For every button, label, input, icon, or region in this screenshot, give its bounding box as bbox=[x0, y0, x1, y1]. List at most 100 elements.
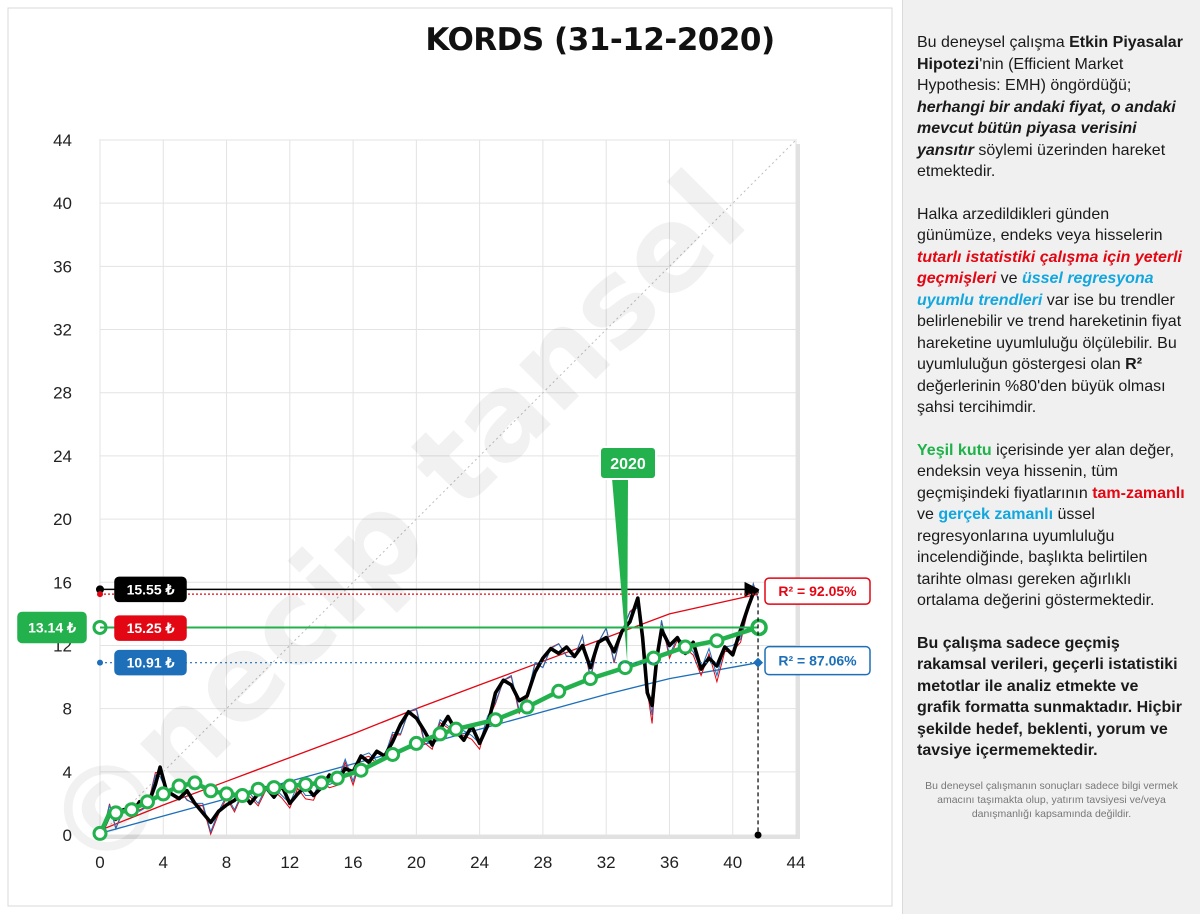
text-segment: Halka arzedildikleri günden günümüze, en… bbox=[917, 205, 1163, 245]
full-regression-r2-label: R² = 92.05% bbox=[764, 577, 871, 605]
x-tick-label: 0 bbox=[95, 853, 104, 872]
real-time-regression-end-marker bbox=[753, 657, 764, 668]
text-segment: Etkin Piyasalar Hipotezi bbox=[917, 34, 1183, 73]
text-segment: herhangi bir andaki fiyat, o andaki mevc… bbox=[917, 98, 1176, 159]
x-tick-label: 44 bbox=[787, 853, 806, 872]
x-tick-label: 12 bbox=[280, 853, 299, 872]
regression-axis-marker bbox=[97, 591, 103, 598]
weighted-average-value-label-text: 13.14 ₺ bbox=[28, 619, 76, 635]
price-value-label-box bbox=[114, 576, 187, 603]
text-segment: tam-zamanlı bbox=[1092, 484, 1185, 502]
text-segment: söylemi üzerinden hareket etmektedir. bbox=[917, 141, 1166, 181]
y-tick-label: 4 bbox=[63, 763, 72, 782]
y-tick-label: 28 bbox=[53, 384, 72, 403]
text-segment: Yeşil kutu bbox=[917, 441, 992, 459]
year-callout-box bbox=[599, 446, 657, 480]
weighted-average-point bbox=[709, 633, 725, 649]
real-time-axis-marker bbox=[97, 659, 103, 666]
price-value-label-text: 15.55 ₺ bbox=[127, 581, 175, 597]
green-box-paragraph: Yeşil kutu içerisinde yer alan değer, en… bbox=[917, 440, 1186, 612]
weighted-average-point bbox=[234, 788, 250, 804]
weighted-average-point bbox=[385, 746, 401, 762]
intro-paragraph: Bu deneysel çalışma Etkin Piyasalar Hipo… bbox=[917, 32, 1186, 183]
x-tick-label: 8 bbox=[222, 853, 231, 872]
text-segment: tutarlı istatistiki çalışma için yeterli… bbox=[917, 248, 1182, 288]
text-segment: 'nin (Efficient Market Hypothesis: EMH) … bbox=[917, 55, 1132, 95]
text-segment: ve bbox=[996, 270, 1022, 287]
weighted-average-point bbox=[219, 786, 235, 802]
price-axis-marker bbox=[96, 585, 104, 594]
year-callout-text: 2020 bbox=[610, 456, 646, 473]
y-tick-label: 20 bbox=[53, 510, 72, 529]
weighted-average-point bbox=[155, 786, 171, 802]
weighted-average-point bbox=[677, 639, 693, 655]
year-callout: 2020 bbox=[599, 446, 657, 662]
chart-area: 0 4 8 12 16 20 24 28 32 36 40 44 0 4 8 12 16 20 24 28 32 36 40… bbox=[7, 7, 893, 907]
weighted-average-point bbox=[171, 778, 187, 794]
info-sidebar: Bu deneysel çalışma Etkin Piyasalar Hipo… bbox=[902, 0, 1200, 914]
text-segment: gerçek zamanlı bbox=[938, 506, 1054, 523]
diagonal-reference-line bbox=[99, 139, 797, 836]
y-tick-label: 40 bbox=[53, 194, 72, 213]
weighted-average-value-label-box bbox=[17, 611, 87, 644]
full-regression-value-label: 15.25 ₺ bbox=[114, 615, 187, 641]
full-regression-r2-label-box bbox=[764, 577, 871, 605]
weighted-average-point bbox=[266, 780, 282, 796]
full-regression-value-label-text: 15.25 ₺ bbox=[127, 620, 175, 636]
chart-frame bbox=[7, 7, 893, 907]
y-tick-label: 0 bbox=[63, 826, 72, 845]
text-segment: ve bbox=[917, 506, 939, 523]
text-segment: üssel regresyona uyumlu trendleri bbox=[917, 270, 1154, 309]
weighted-average-point bbox=[329, 770, 345, 786]
weighted-average-value-label: 13.14 ₺ bbox=[17, 611, 87, 644]
text-segment: Bu deneysel çalışma bbox=[917, 34, 1070, 51]
real-time-regression-value-label-box bbox=[114, 649, 187, 676]
chart-title: KORDS (31-12-2020) bbox=[425, 22, 775, 58]
x-tick-label: 36 bbox=[660, 853, 679, 872]
text-segment: değerlerinin %80'den büyük olması şahsi … bbox=[917, 377, 1166, 417]
weighted-average-start-point bbox=[92, 825, 108, 841]
weighted-average-point bbox=[187, 775, 203, 791]
y-tick-label: 8 bbox=[63, 700, 72, 719]
full-regression-r2-label-text: R² = 92.05% bbox=[778, 583, 857, 599]
scope-paragraph: Bu çalışma sadece geçmiş rakamsal verile… bbox=[917, 634, 1182, 760]
weighted-average-point bbox=[313, 775, 329, 791]
y-tick-label: 44 bbox=[53, 131, 72, 150]
real-time-regression-value-label-text: 10.91 ₺ bbox=[127, 655, 175, 671]
weighted-average-point bbox=[108, 805, 124, 821]
chart-svg: 0 4 8 12 16 20 24 28 32 36 40 440481216202428323640… bbox=[7, 7, 893, 907]
weighted-average-point bbox=[282, 778, 298, 794]
real-time-regression-value-label: 10.91 ₺ bbox=[114, 649, 187, 676]
weighted-average-point bbox=[203, 783, 219, 799]
x-tick-label: 28 bbox=[533, 853, 552, 872]
weighted-average-point bbox=[519, 699, 535, 715]
real-time-regression-r2-label: R² = 87.06% bbox=[764, 645, 871, 676]
real-time-regression-r2-label-box bbox=[764, 645, 871, 676]
text-segment: R² bbox=[1125, 356, 1143, 373]
x-tick-label: 24 bbox=[470, 853, 489, 872]
x-tick-label: 32 bbox=[597, 853, 616, 872]
x-tick-label: 16 bbox=[344, 853, 363, 872]
y-tick-label: 36 bbox=[53, 257, 72, 276]
weighted-average-point bbox=[432, 726, 448, 742]
text-segment: içerisinde yer alan değer, endeksin veya… bbox=[917, 441, 1175, 502]
weighted-average-point bbox=[408, 735, 424, 751]
x-tick-label: 20 bbox=[407, 853, 426, 872]
weighted-average-point bbox=[582, 671, 598, 687]
method-paragraph: Halka arzedildikleri günden günümüze, en… bbox=[917, 204, 1186, 419]
y-tick-label: 32 bbox=[53, 321, 72, 340]
weighted-average-point bbox=[250, 781, 266, 797]
weighted-average-point bbox=[139, 794, 155, 810]
weighted-average-point bbox=[551, 683, 567, 699]
weighted-average-point bbox=[124, 802, 140, 818]
weighted-average-point bbox=[448, 721, 464, 737]
weighted-average-point bbox=[646, 650, 662, 666]
y-tick-label: 24 bbox=[53, 447, 72, 466]
weighted-average-point bbox=[487, 712, 503, 728]
text-segment: var ise bu trendler belirlenebilir ve tr… bbox=[917, 291, 1182, 374]
price-value-label: 15.55 ₺ bbox=[114, 576, 187, 603]
current-date-marker bbox=[754, 831, 762, 839]
y-tick-label: 16 bbox=[53, 573, 72, 592]
weighted-average-point bbox=[617, 660, 633, 676]
real-time-regression-r2-label-text: R² = 87.06% bbox=[778, 653, 857, 669]
